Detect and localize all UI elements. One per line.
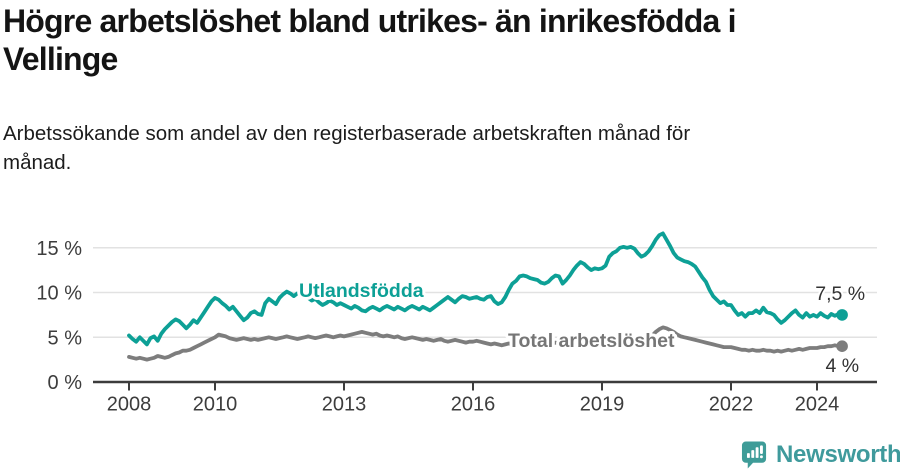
y-tick-label: 5 % <box>48 327 83 349</box>
series-end-dot-total <box>836 340 848 353</box>
series-end-value-total: 4 % <box>825 355 859 377</box>
brand-wordmark: Newsworthy <box>776 441 900 468</box>
series-label-total: Total arbetslöshet <box>508 330 675 352</box>
series-label-utlandsfodda: Utlandsfödda <box>299 280 424 302</box>
page-title: Högre arbetslöshet bland utrikes- än inr… <box>3 2 883 78</box>
y-tick-label: 0 % <box>48 372 83 394</box>
chart-subtitle: Arbetssökande som andel av den registerb… <box>3 119 883 177</box>
page-title-line-1: Högre arbetslöshet bland utrikes- än inr… <box>3 3 737 39</box>
series-end-value-utlandsfodda: 7,5 % <box>815 283 865 305</box>
chart-subtitle-line-2: månad. <box>3 151 72 174</box>
x-tick-label: 2019 <box>580 394 625 416</box>
x-tick-label: 2024 <box>795 394 840 416</box>
chart-subtitle-line-1: Arbetssökande som andel av den registerb… <box>3 122 691 145</box>
y-tick-label: 15 % <box>36 238 82 260</box>
brand-footer: Newsworthy <box>741 440 900 470</box>
x-tick-label: 2016 <box>451 394 496 416</box>
y-tick-label: 10 % <box>36 283 82 305</box>
page-title-line-2: Vellinge <box>3 41 118 77</box>
x-tick-label: 2022 <box>709 394 754 416</box>
x-tick-label: 2010 <box>193 394 238 416</box>
x-tick-label: 2008 <box>107 394 152 416</box>
newsworthy-logo-icon <box>741 441 767 469</box>
series-line-utlandsfodda <box>127 231 844 347</box>
series-end-dot-utlandsfodda <box>836 309 848 321</box>
x-tick-label: 2013 <box>322 394 367 416</box>
series-line-total <box>127 325 844 362</box>
